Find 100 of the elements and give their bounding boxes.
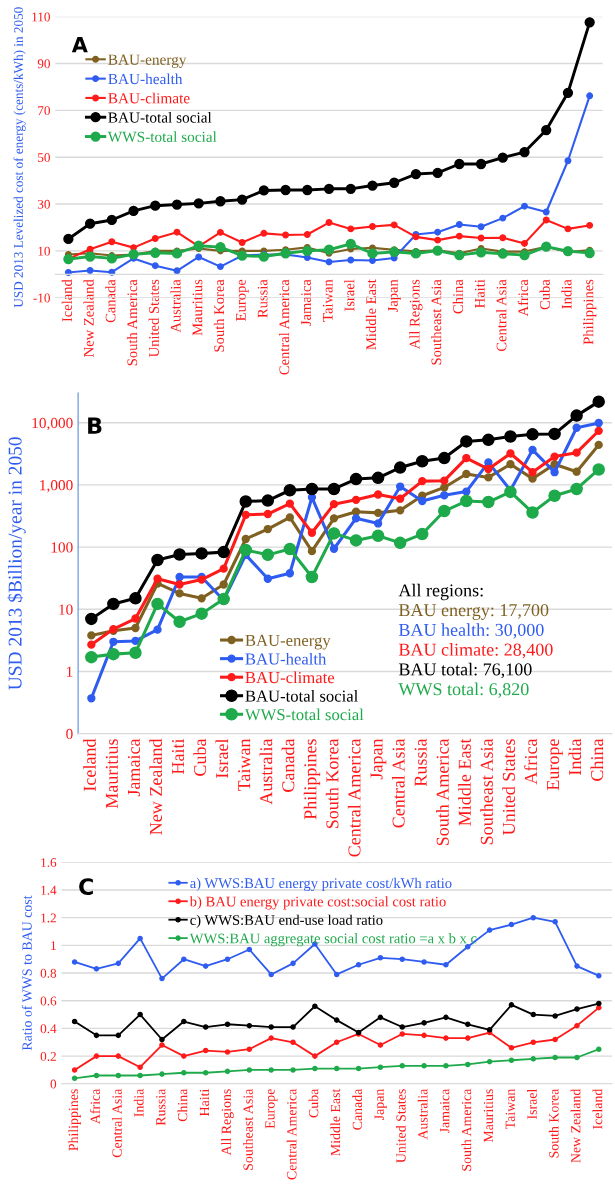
legend-label: BAU-health (245, 652, 327, 665)
x-tick-label: Taiwan (505, 1088, 515, 1130)
y-axis-title: Ratio of WWS to BAU cost (21, 895, 32, 1051)
y-tick-label: 100 (51, 542, 73, 553)
x-tick-label: Europe (547, 739, 563, 791)
x-tick-label: South Korea (213, 279, 225, 352)
x-tick-label: Central America (286, 1088, 297, 1180)
x-tick-label: South Korea (325, 738, 339, 829)
x-tick-label: Israel (527, 1088, 537, 1120)
x-tick-label: Middle East (458, 738, 471, 826)
x-tick-label: South America (461, 1088, 472, 1171)
y-tick-label: 30 (37, 199, 50, 209)
x-tick-label: Middle East (365, 279, 377, 350)
y-tick-label: 1.2 (41, 913, 56, 923)
x-tick-label: Africa (517, 279, 529, 317)
x-tick-label: Japan (388, 279, 401, 313)
x-tick-label: New Zealand (83, 279, 94, 357)
x-tick-label: Central Asia (496, 279, 507, 352)
x-tick-label: South America (436, 738, 449, 846)
x-tick-label: New Zealand (149, 738, 163, 835)
y-tick-label: 0.8 (40, 968, 57, 978)
x-tick-label: Cuba (539, 279, 550, 310)
y-tick-label: 70 (38, 106, 50, 116)
x-tick-label: China (177, 1088, 188, 1122)
y-tick-label: 0 (66, 728, 73, 740)
x-tick-label: United States (148, 279, 159, 358)
y-tick-label: 1 (51, 941, 56, 950)
legend-label: b) BAU energy private cost:social cost ratio (189, 896, 446, 910)
x-tick-label: Jamaica (301, 279, 311, 326)
x-tick-label: Australia (170, 279, 181, 333)
x-tick-label: Central Asia (391, 738, 405, 828)
x-tick-label: Cuba (193, 738, 207, 776)
x-tick-label: Central America (278, 279, 290, 375)
annotation: WWS total: 6,820 (398, 682, 529, 698)
y-tick-label: 10,000 (32, 417, 73, 431)
x-tick-label: Jamaica (127, 738, 140, 797)
y-tick-label: 1 (66, 666, 73, 677)
x-tick-label: China (452, 279, 463, 314)
text: C (79, 878, 93, 895)
y-tick-label: 110 (32, 12, 50, 22)
text: A (71, 36, 88, 53)
x-tick-label: New Zealand (570, 1088, 581, 1163)
y-tick-label: 0 (50, 1079, 57, 1089)
annotation: BAU health: 30,000 (398, 623, 544, 639)
annotation: All regions: (398, 583, 483, 601)
x-tick-label: Mauritius (105, 739, 118, 809)
legend-label: BAU-total social (245, 689, 358, 702)
y-tick-label: 1.6 (41, 858, 57, 868)
legend-label: BAU-climate (245, 671, 335, 684)
x-tick-label: Russia (156, 1088, 166, 1126)
x-tick-label: Cuba (308, 1088, 319, 1118)
x-tick-label: Israel (344, 279, 355, 312)
legend-label: WWS-total social (244, 708, 364, 721)
x-tick-label: Haiti (474, 279, 485, 308)
y-tick-label: 1,000 (40, 480, 73, 493)
x-tick-label: Japan (374, 1088, 387, 1121)
x-tick-label: Taiwan (238, 738, 251, 792)
x-tick-label: Iceland (83, 738, 96, 791)
legend-label: BAU-health (108, 73, 183, 85)
x-tick-label: Europe (236, 279, 249, 321)
x-tick-label: Russia (257, 279, 268, 318)
x-tick-label: India (133, 1088, 144, 1117)
x-tick-label: Canada (105, 279, 116, 323)
y-axis-title: USD 2013 Levelized cost of energy (cents/kWh) in 2050 (13, 7, 26, 308)
x-tick-label: Middle East (330, 1088, 341, 1156)
y-tick-label: 50 (38, 153, 50, 162)
x-tick-label: Southeast Asia (480, 738, 493, 845)
y-tick-label: 0.2 (40, 1051, 56, 1061)
x-tick-label: Southeast Asia (431, 279, 442, 365)
x-tick-label: Africa (90, 1088, 100, 1124)
x-tick-label: Canada (352, 1088, 363, 1130)
x-tick-label: United States (395, 1089, 406, 1163)
y-tick-label: -10 (33, 293, 50, 303)
legend-label: BAU-energy (245, 634, 331, 650)
x-tick-label: Central Asia (111, 1088, 122, 1158)
x-tick-label: Israel (215, 738, 229, 778)
y-tick-label: 10 (38, 246, 50, 256)
x-tick-label: Philippines (583, 279, 597, 345)
x-tick-label: All Regions (221, 1089, 234, 1156)
x-tick-label: Russia (414, 738, 427, 787)
x-tick-label: Haiti (171, 738, 185, 775)
x-tick-label: Southeast Asia (243, 1088, 253, 1170)
legend-label: BAU-total social (108, 111, 212, 123)
x-tick-label: Iceland (61, 279, 73, 322)
x-tick-label: Philippines (68, 1089, 81, 1151)
y-tick-label: 90 (37, 59, 50, 69)
x-tick-label: All Regions (409, 279, 423, 350)
text: B (88, 417, 102, 434)
x-tick-label: Africa (524, 738, 538, 785)
x-tick-label: United States (502, 739, 515, 835)
annotation: BAU climate: 28,400 (398, 643, 553, 659)
y-tick-label: 1.4 (41, 885, 57, 895)
x-tick-label: Mauritius (483, 1089, 494, 1143)
legend-label: a) WWS:BAU energy private cost/kWh ratio (190, 877, 452, 892)
x-tick-label: Australia (417, 1088, 428, 1140)
legend-label: WWS-total social (107, 131, 217, 143)
y-tick-label: 0.6 (40, 996, 57, 1006)
x-tick-label: Philippines (303, 739, 321, 820)
x-tick-label: South Korea (548, 1088, 559, 1158)
legend-label: c) WWS:BAU end-use load ratio (190, 914, 383, 928)
